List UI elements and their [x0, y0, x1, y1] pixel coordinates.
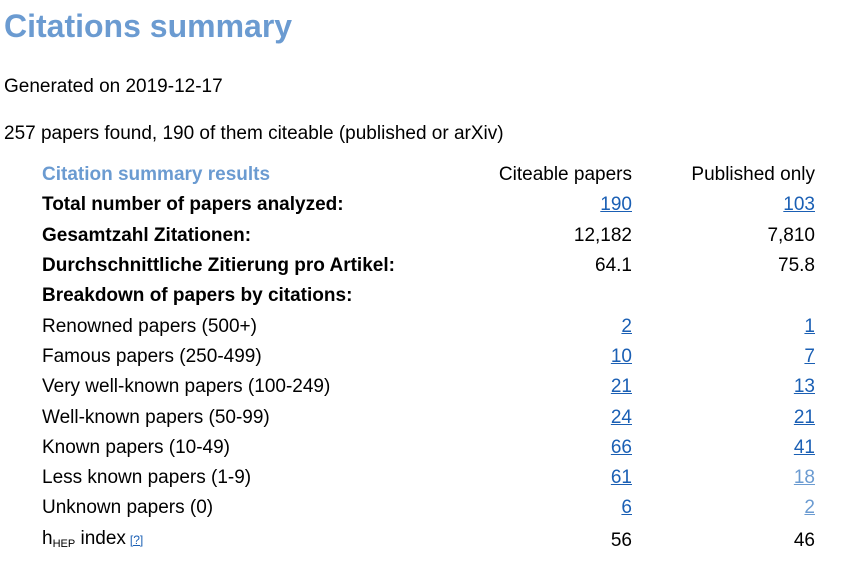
breakdown-citeable-link[interactable]: 2	[621, 315, 632, 337]
average-citations-label: Durchschnittliche Zitierung pro Artikel:	[42, 255, 395, 277]
generated-date: Generated on 2019-12-17	[4, 76, 223, 97]
total-papers-label: Total number of papers analyzed:	[42, 194, 344, 216]
breakdown-row-label: Unknown papers (0)	[42, 497, 214, 519]
average-citations-row: Durchschnittliche Zitierung pro Artikel:…	[42, 251, 815, 281]
breakdown-row: Famous papers (250-499) 10 7	[42, 342, 815, 372]
page-title: Citations summary	[4, 8, 293, 44]
total-citations-label: Gesamtzahl Zitationen:	[42, 224, 252, 246]
total-citations-citeable: 12,182	[573, 224, 632, 246]
breakdown-published-link[interactable]: 1	[804, 315, 815, 337]
breakdown-published-link[interactable]: 18	[793, 467, 815, 489]
total-papers-published-link[interactable]: 103	[783, 194, 815, 216]
breakdown-citeable-link[interactable]: 66	[610, 436, 632, 458]
breakdown-row-label: Very well-known papers (100-249)	[42, 376, 331, 398]
breakdown-published-link[interactable]: 7	[804, 345, 815, 367]
breakdown-row-label: Less known papers (1-9)	[42, 467, 252, 489]
breakdown-citeable-link[interactable]: 24	[610, 406, 632, 428]
citation-summary-table: Citation summary results Citeable papers…	[42, 160, 815, 559]
h-index-label: hHEP index [?]	[42, 527, 144, 550]
h-index-published: 46	[793, 530, 815, 552]
breakdown-row: Very well-known papers (100-249) 21 13	[42, 372, 815, 402]
breakdown-label: Breakdown of papers by citations:	[42, 285, 353, 307]
breakdown-row-label: Famous papers (250-499)	[42, 345, 262, 367]
total-citations-row: Gesamtzahl Zitationen: 12,182 7,810	[42, 221, 815, 251]
breakdown-row: Renowned papers (500+) 2 1	[42, 311, 815, 341]
breakdown-published-link[interactable]: 41	[793, 436, 815, 458]
h-index-help-link[interactable]: [?]	[129, 532, 144, 547]
table-header-row: Citation summary results Citeable papers…	[42, 160, 815, 190]
breakdown-published-link[interactable]: 2	[804, 497, 815, 519]
breakdown-citeable-link[interactable]: 21	[610, 376, 632, 398]
h-index-subscript: HEP	[52, 537, 76, 550]
total-papers-citeable-link[interactable]: 190	[600, 194, 632, 216]
breakdown-citeable-link[interactable]: 61	[610, 467, 632, 489]
total-papers-row: Total number of papers analyzed: 190 103	[42, 190, 815, 220]
breakdown-published-link[interactable]: 13	[793, 376, 815, 398]
breakdown-citeable-link[interactable]: 10	[610, 345, 632, 367]
breakdown-row: Well-known papers (50-99) 24 21	[42, 402, 815, 432]
h-index-row: hHEP index [?] 56 46	[42, 524, 815, 559]
breakdown-citeable-link[interactable]: 6	[621, 497, 632, 519]
table-header-label: Citation summary results	[42, 164, 271, 186]
average-citations-citeable: 64.1	[595, 255, 632, 277]
citations-page: Citations summary Generated on 2019-12-1…	[0, 0, 858, 551]
breakdown-header-row: Breakdown of papers by citations:	[42, 281, 815, 311]
breakdown-row-label: Renowned papers (500+)	[42, 315, 257, 337]
breakdown-row: Less known papers (1-9) 61 18	[42, 463, 815, 493]
table-header-published: Published only	[691, 164, 815, 186]
papers-found-summary: 257 papers found, 190 of them citeable (…	[4, 123, 504, 144]
average-citations-published: 75.8	[778, 255, 815, 277]
h-index-citeable: 56	[610, 530, 632, 552]
breakdown-row-label: Known papers (10-49)	[42, 436, 230, 458]
breakdown-row: Known papers (10-49) 66 41	[42, 433, 815, 463]
breakdown-published-link[interactable]: 21	[793, 406, 815, 428]
total-citations-published: 7,810	[767, 224, 815, 246]
table-header-citeable: Citeable papers	[498, 164, 632, 186]
breakdown-row: Unknown papers (0) 6 2	[42, 493, 815, 523]
breakdown-row-label: Well-known papers (50-99)	[42, 406, 270, 428]
